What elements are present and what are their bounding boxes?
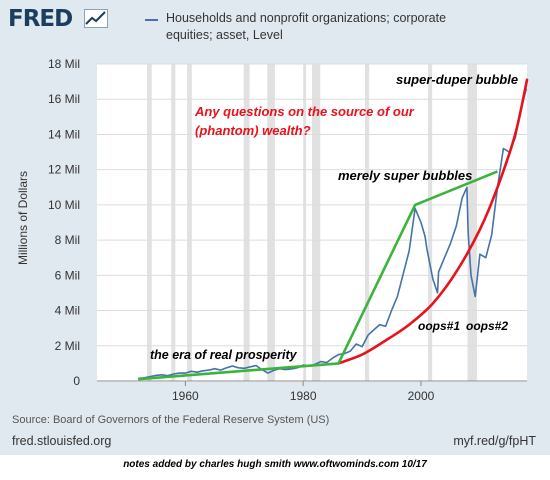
legend-label-line-2: equities; asset, Level [166,28,283,42]
y-tick-label: 4 Mil [55,304,80,318]
y-tick-label: 10 Mil [48,198,80,212]
recession-band [303,64,307,381]
annotation-merely-super-bubbles: merely super bubbles [338,168,472,183]
x-tick-label: 1980 [290,389,317,403]
y-tick-label: 0 [73,374,80,388]
y-tick-label: 2 Mil [55,339,80,353]
line-chart-icon [84,9,108,28]
x-axis-ticks: 1960 1980 2000 [172,381,435,403]
red-trend-curve [337,78,529,365]
fred-logo[interactable]: FRED [8,6,73,32]
annotation-question-line-2: (phantom) wealth? [195,123,311,138]
legend-label[interactable]: Households and nonprofit organizations; … [166,10,466,44]
short-link[interactable]: myf.red/g/fpHT [453,434,536,448]
annotation-super-duper-bubble: super-duper bubble [396,72,518,87]
y-tick-label: 14 Mil [48,127,80,141]
y-tick-label: 12 Mil [48,163,80,177]
chart: 0 2 Mil 4 Mil 6 Mil 8 Mil 10 Mil 12 Mil 14 Mil 1… [16,57,529,403]
recession-band [267,64,275,381]
fred-site-link[interactable]: fred.stlouisfed.org [12,434,112,448]
recession-band [147,64,152,381]
annotation-labels: super-duper bubble Any questions on the … [150,72,518,362]
legend-swatch [145,19,158,21]
annotation-oops-2: oops#2 [466,319,508,333]
recession-band [171,64,176,381]
annotation-era-of-real-prosperity: the era of real prosperity [150,348,298,362]
annotation-oops-1: oops#1 [418,319,460,333]
annotation-question-line-1: Any questions on the source of our [194,104,415,119]
green-bubble-line [138,170,498,381]
x-tick-label: 2000 [408,389,435,403]
recession-band [243,64,250,381]
recession-band [187,64,192,381]
y-tick-label: 16 Mil [48,92,80,106]
y-axis-label: Millions of Dollars [16,171,30,265]
recession-band [428,64,433,381]
y-tick-label: 18 Mil [48,57,80,71]
source-note: Source: Board of Governors of the Federa… [12,414,330,426]
recession-band [365,64,370,381]
legend-label-line-1: Households and nonprofit organizations; … [166,11,447,25]
recession-band [312,64,321,381]
recession-band [467,64,477,381]
y-axis-ticks: 0 2 Mil 4 Mil 6 Mil 8 Mil 10 Mil 12 Mil 14 Mil 1… [48,57,80,388]
y-tick-label: 6 Mil [55,268,80,282]
annotation-layer [138,78,529,381]
y-tick-label: 8 Mil [55,233,80,247]
notes-caption: notes added by charles hugh smith www.of… [123,459,427,470]
x-tick-label: 1960 [172,389,199,403]
recession-bands [147,64,477,381]
